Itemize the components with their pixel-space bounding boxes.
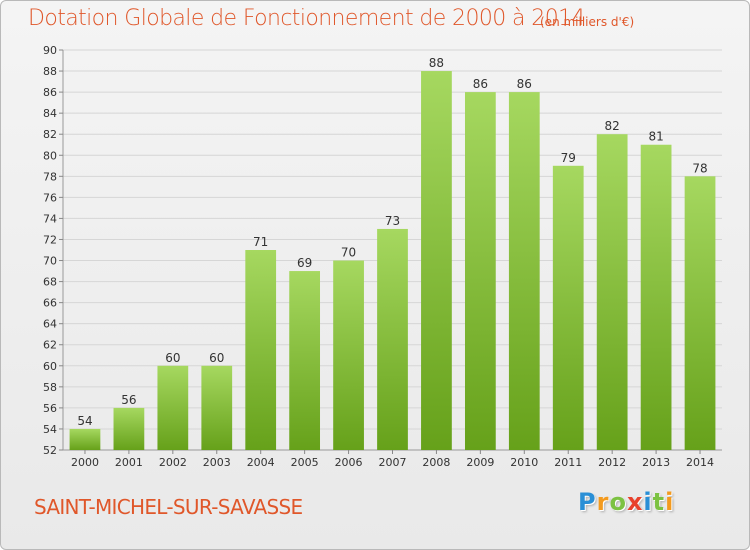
bar <box>552 165 584 450</box>
x-tick-label: 2013 <box>642 456 670 469</box>
data-label: 86 <box>473 77 488 91</box>
logo-letter: t <box>652 488 666 516</box>
bar <box>113 407 145 450</box>
bar <box>377 228 408 450</box>
x-tick-label: 2001 <box>115 456 143 469</box>
data-label: 86 <box>517 77 532 91</box>
y-tick-label: 88 <box>43 65 57 78</box>
x-tick-label: 2011 <box>554 456 582 469</box>
chart-subtitle: (en milliers d'€) <box>540 15 635 29</box>
chart-title: Dotation Globale de Fonctionnement de 20… <box>28 6 586 31</box>
y-tick-label: 80 <box>43 149 57 162</box>
data-label: 81 <box>648 130 663 144</box>
y-tick-label: 66 <box>43 297 57 310</box>
data-label: 73 <box>385 214 400 228</box>
x-tick-label: 2005 <box>291 456 319 469</box>
x-tick-label: 2012 <box>598 456 626 469</box>
bar <box>684 176 716 450</box>
y-tick-label: 56 <box>43 402 57 415</box>
logo-letter: r <box>596 488 610 516</box>
bar <box>596 134 628 451</box>
bar <box>640 144 672 450</box>
data-label: 88 <box>429 56 444 70</box>
x-tick-label: 2006 <box>335 456 363 469</box>
data-labels: 54 56 60 60 71 69 70 73 88 86 86 79 82 81 78 <box>77 56 707 428</box>
logo-letter: x <box>626 488 644 516</box>
bar <box>69 428 101 450</box>
y-tick-label: 82 <box>43 128 57 141</box>
x-axis-ticks: 2000 2001 2002 2003 2004 2005 2006 2007 2008 2009… <box>71 450 714 469</box>
data-label: 69 <box>297 256 312 270</box>
x-tick-label: 2010 <box>510 456 538 469</box>
bar <box>201 365 233 450</box>
y-tick-label: 60 <box>43 360 57 373</box>
bar <box>245 250 277 450</box>
x-tick-label: 2002 <box>159 456 187 469</box>
x-tick-label: 2007 <box>379 456 407 469</box>
y-tick-label: 58 <box>43 381 57 394</box>
x-tick-label: 2003 <box>203 456 231 469</box>
y-tick-label: 64 <box>43 318 57 331</box>
y-tick-label: 74 <box>43 212 57 225</box>
x-tick-label: 2009 <box>466 456 494 469</box>
bars <box>69 71 716 451</box>
y-tick-label: 68 <box>43 276 57 289</box>
data-label: 82 <box>605 119 620 133</box>
data-label: 60 <box>209 351 224 365</box>
x-tick-label: 2008 <box>422 456 450 469</box>
bar <box>289 271 321 450</box>
bar <box>464 92 496 451</box>
y-axis-ticks: 52 54 56 58 60 62 64 66 68 70 72 74 76 78 80 82 84 86 88 90 <box>43 44 63 457</box>
y-tick-label: 72 <box>43 233 57 246</box>
logo-letter: o <box>609 488 627 516</box>
y-tick-label: 90 <box>43 44 57 57</box>
data-label: 79 <box>561 151 576 165</box>
data-label: 60 <box>165 351 180 365</box>
logo-letter: i <box>643 488 653 516</box>
proxiti-logo[interactable]: Proxiti <box>578 488 674 516</box>
x-tick-label: 2004 <box>247 456 275 469</box>
bar <box>157 365 189 450</box>
y-tick-label: 76 <box>43 191 57 204</box>
bar <box>508 92 540 451</box>
y-tick-label: 70 <box>43 255 57 268</box>
data-label: 54 <box>77 414 92 428</box>
data-label: 56 <box>121 393 136 407</box>
data-label: 70 <box>341 246 356 260</box>
x-tick-label: 2014 <box>686 456 714 469</box>
logo-letter: P <box>578 488 597 516</box>
y-tick-label: 54 <box>43 423 57 436</box>
y-tick-label: 78 <box>43 170 57 183</box>
bar <box>333 260 364 450</box>
y-tick-label: 52 <box>43 444 57 457</box>
logo-letter: i <box>665 488 675 516</box>
commune-name: SAINT-MICHEL-SUR-SAVASSE <box>34 495 303 519</box>
data-label: 71 <box>253 235 268 249</box>
y-tick-label: 86 <box>43 86 57 99</box>
y-tick-label: 84 <box>43 107 57 120</box>
y-tick-label: 62 <box>43 339 57 352</box>
data-label: 78 <box>692 161 707 175</box>
x-tick-label: 2000 <box>71 456 99 469</box>
bar <box>421 71 452 450</box>
